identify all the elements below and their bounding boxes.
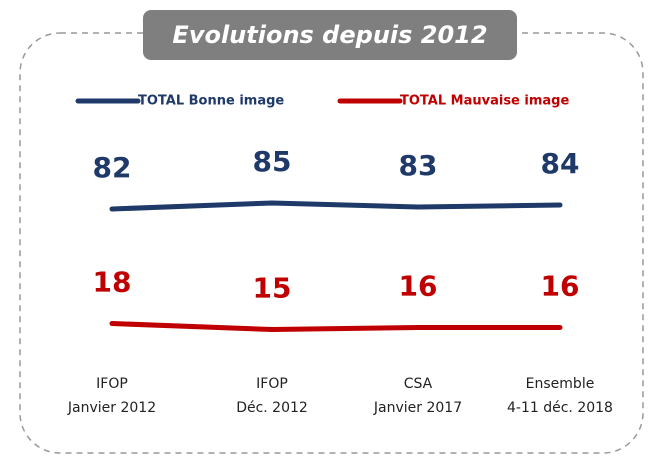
data-label: 18	[93, 266, 132, 299]
data-label: 15	[253, 272, 292, 305]
data-label: 83	[399, 149, 438, 182]
x-tick-label: Déc. 2012	[236, 400, 308, 416]
series-line	[109, 321, 563, 332]
data-label: 82	[93, 151, 132, 184]
data-label: 16	[399, 270, 438, 303]
data-label: 84	[541, 147, 580, 180]
title-box	[143, 10, 517, 60]
x-tick-label: IFOP	[96, 376, 128, 392]
x-tick-label: Janvier 2012	[67, 400, 156, 416]
data-label: 85	[253, 145, 292, 178]
frame	[19, 32, 644, 454]
x-tick-label: 4-11 déc. 2018	[507, 400, 613, 416]
x-tick-label: CSA	[404, 376, 433, 392]
x-tick-label: Janvier 2017	[373, 400, 462, 416]
series-line	[109, 200, 563, 212]
data-label: 16	[541, 270, 580, 303]
x-tick-label: Ensemble	[526, 376, 595, 392]
x-tick-label: IFOP	[256, 376, 288, 392]
legend-label: TOTAL Mauvaise image	[400, 94, 569, 109]
legend-label: TOTAL Bonne image	[138, 94, 284, 109]
chart-title: Evolutions depuis 2012	[172, 21, 487, 49]
